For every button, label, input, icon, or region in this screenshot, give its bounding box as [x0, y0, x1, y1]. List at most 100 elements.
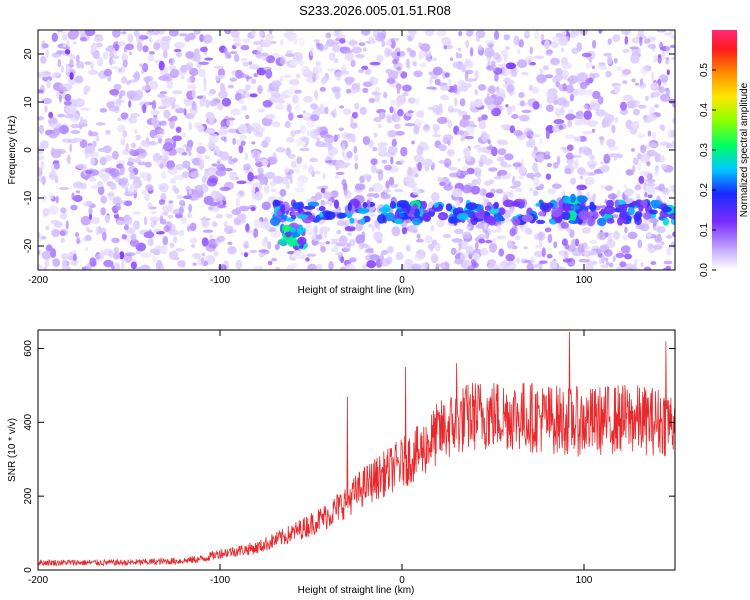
spectrogram-blob — [627, 231, 638, 240]
spectrogram-blob — [143, 76, 152, 83]
spectrogram-blob — [38, 232, 42, 242]
spectrogram-blob — [499, 161, 508, 167]
spectrogram-blob — [377, 171, 384, 181]
spectrogram-blob — [460, 136, 465, 142]
spectrogram-blob — [238, 144, 244, 154]
spectrogram-blob — [324, 106, 329, 115]
spectrogram-blob — [80, 61, 85, 70]
spectrogram-blob — [97, 185, 105, 196]
spectrogram-feature-blob — [502, 199, 515, 208]
spectrogram-y-tick-label: 0 — [23, 147, 34, 153]
spectrogram-blob — [658, 86, 666, 94]
spectrogram-blob — [519, 175, 525, 180]
spectrogram-blob — [457, 168, 461, 177]
spectrogram-blob — [660, 124, 666, 132]
spectrogram-blob — [390, 99, 397, 106]
spectrogram-blob — [424, 235, 433, 244]
spectrogram-blob — [323, 77, 328, 84]
spectrogram-blob — [208, 121, 216, 125]
spectrogram-blob — [380, 193, 391, 200]
spectrogram-feature-blob — [614, 199, 619, 209]
spectrogram-blob — [585, 62, 593, 69]
spectrogram-blob — [404, 259, 414, 267]
spectrogram-blob — [42, 208, 50, 216]
spectrogram-blob — [636, 194, 640, 201]
spectrogram-blob — [293, 38, 298, 45]
spectrogram-blob — [232, 157, 238, 163]
spectrogram-blob — [390, 38, 396, 49]
spectrogram-feature-blob — [377, 214, 386, 224]
spectrogram-feature-blob — [396, 200, 409, 208]
spectrogram-blob — [510, 105, 516, 112]
spectrogram-blob — [177, 260, 186, 267]
spectrogram-blob — [227, 128, 238, 134]
spectrogram-blob — [586, 160, 598, 167]
spectrogram-blob — [467, 120, 475, 126]
spectrogram-blob — [519, 114, 530, 122]
spectrogram-blob — [320, 245, 326, 253]
spectrogram-blob — [296, 171, 301, 177]
spectrogram-blob — [462, 114, 471, 121]
spectrogram-blob — [391, 226, 401, 237]
spectrogram-blob — [487, 139, 491, 145]
spectrogram-blob — [432, 104, 440, 113]
spectrogram-feature-blob — [562, 196, 572, 204]
spectrogram-blob — [372, 182, 383, 193]
spectrogram-blob — [101, 173, 110, 182]
spectrogram-blob — [539, 138, 543, 146]
spectrogram-blob — [592, 39, 597, 49]
spectrogram-blob — [313, 39, 321, 43]
spectrogram-blob — [306, 129, 310, 137]
spectrogram-blob — [411, 263, 422, 270]
spectrogram-blob — [324, 191, 333, 200]
spectrogram-blob — [656, 233, 662, 240]
spectrogram-blob — [654, 104, 659, 109]
spectrogram-blob — [235, 197, 241, 208]
spectrogram-blob — [545, 130, 550, 140]
spectrogram-blob — [309, 46, 314, 57]
spectrogram-blob — [546, 94, 554, 104]
spectrogram-blob — [371, 91, 380, 96]
spectrogram-blob — [174, 174, 185, 181]
spectrogram-blobs — [38, 30, 675, 270]
spectrogram-blob — [430, 253, 439, 264]
colorbar-gradient — [712, 30, 737, 270]
spectrogram-blob — [272, 152, 277, 160]
spectrogram-blob — [432, 124, 440, 132]
spectrogram-blob — [303, 95, 313, 103]
spectrogram-blob — [196, 146, 206, 154]
spectrogram-blob — [290, 161, 297, 168]
spectrogram-blob — [629, 46, 639, 50]
spectrogram-blob — [465, 78, 475, 82]
spectrogram-blob — [62, 34, 68, 41]
spectrogram-blob — [634, 82, 640, 86]
spectrogram-blob — [500, 124, 509, 129]
spectrogram-blob — [181, 132, 187, 138]
spectrogram-blob — [224, 168, 233, 172]
spectrogram-blob — [123, 215, 133, 225]
spectrogram-blob — [205, 127, 216, 135]
spectrogram-blob — [216, 235, 226, 242]
spectrogram-blob — [320, 187, 326, 194]
spectrogram-blob — [244, 92, 252, 98]
spectrogram-blob — [375, 93, 381, 103]
spectrogram-blob — [458, 242, 462, 251]
spectrogram-blob — [225, 213, 233, 219]
spectrogram-blob — [73, 195, 83, 202]
spectrogram-blob — [158, 60, 165, 71]
spectrogram-x-ticks: -200 -100 0 100 — [28, 30, 593, 286]
spectrogram-blob — [207, 92, 215, 96]
colorbar: 0.0 0.1 0.2 0.3 0.4 0.5 Normalized spectral a… — [699, 30, 750, 277]
spectrogram-blob — [432, 57, 438, 62]
spectrogram-feature-blob — [394, 218, 403, 225]
spectrogram-blob — [553, 119, 565, 125]
spectrogram-blob — [43, 266, 47, 270]
spectrogram-blob — [415, 238, 424, 243]
spectrogram-blob — [340, 256, 345, 264]
spectrogram-blob — [348, 88, 358, 94]
spectrogram-blob — [542, 65, 550, 71]
spectrogram-blob — [470, 47, 474, 57]
spectrogram-blob — [653, 151, 658, 157]
spectrogram-blob — [133, 211, 141, 215]
spectrogram-blob — [108, 105, 119, 112]
